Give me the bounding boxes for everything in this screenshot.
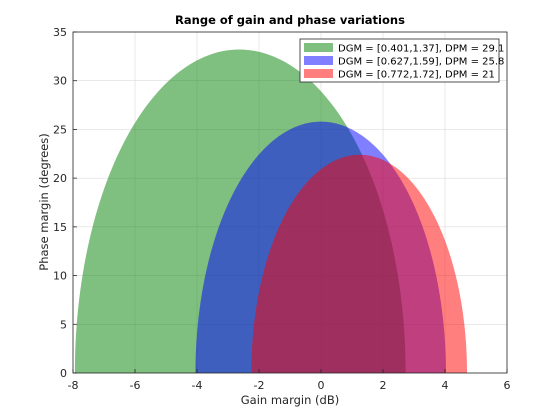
x-tick-label: -6: [130, 379, 141, 392]
x-tick-label: -2: [254, 379, 265, 392]
plot-frame: [72, 31, 508, 374]
legend-box: [299, 38, 500, 83]
x-tick-label: 0: [318, 379, 325, 392]
y-axis-label: Phase margin (degrees): [37, 133, 51, 270]
legend-swatch: [304, 69, 333, 78]
legend-entry: DGM = [0.401,1.37], DPM = 29.1: [338, 44, 504, 55]
x-tick-label: -8: [68, 379, 79, 392]
legend: DGM = [0.401,1.37], DPM = 29.1 DGM = [0.6…: [299, 38, 504, 83]
legend-entry: DGM = [0.772,1.72], DPM = 21: [338, 70, 495, 81]
y-tick-label: 25: [53, 123, 67, 136]
x-tick-label: -4: [192, 379, 203, 392]
data-areas: [74, 49, 468, 373]
y-tick-label: 35: [53, 26, 67, 39]
x-tick-label: 2: [380, 379, 387, 392]
y-tick-label: 0: [60, 367, 67, 380]
y-tick-label: 10: [53, 270, 67, 283]
legend-entry: DGM = [0.627,1.59], DPM = 25.8: [338, 57, 504, 68]
x-axis-ticks: -8 -6 -4 -2 0 2 4 6: [68, 369, 511, 392]
y-tick-label: 15: [53, 221, 67, 234]
area-series-3: [251, 154, 468, 373]
y-tick-label: 5: [60, 318, 67, 331]
x-tick-label: 6: [504, 379, 511, 392]
legend-swatch: [304, 43, 333, 52]
chart-title: Range of gain and phase variations: [175, 13, 405, 27]
y-tick-label: 20: [53, 172, 67, 185]
x-tick-label: 4: [442, 379, 449, 392]
x-axis-label: Gain margin (dB): [241, 393, 339, 407]
y-tick-label: 30: [53, 75, 67, 88]
legend-swatch: [304, 56, 333, 65]
y-axis-ticks: 0 5 10 15 20 25 30 35: [53, 26, 77, 380]
